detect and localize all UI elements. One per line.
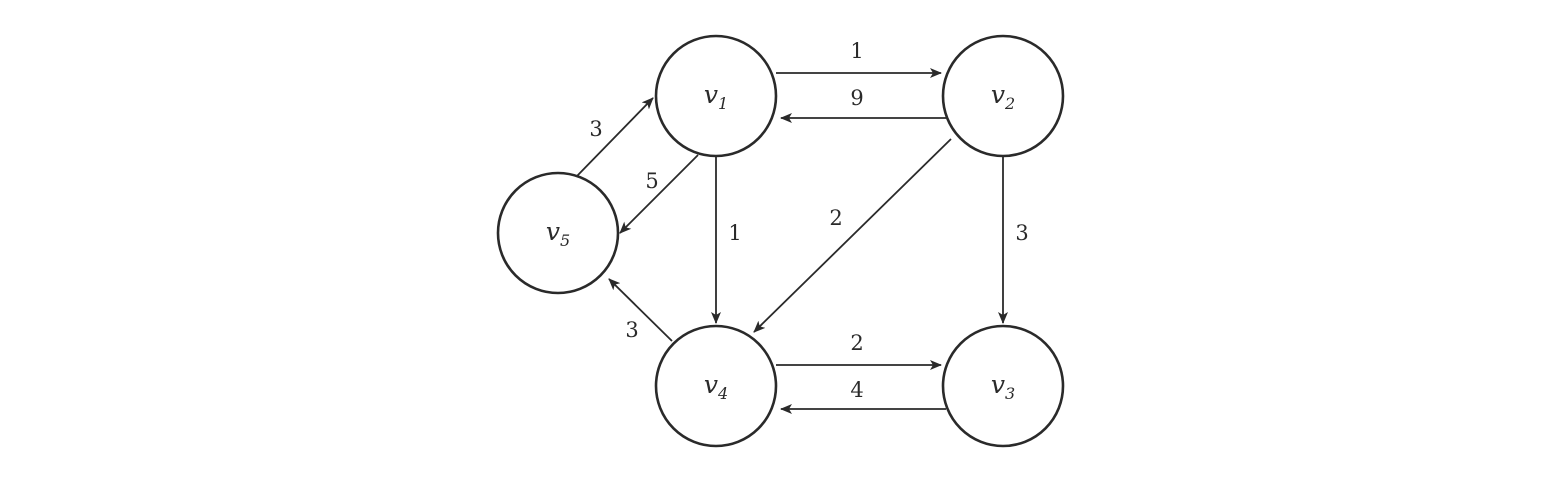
nodes: v1 v2 v3 v4 v5 bbox=[496, 34, 1065, 448]
node-v3: v3 bbox=[941, 324, 1065, 448]
edge-weight-v3-v4: 4 bbox=[850, 378, 863, 402]
node-v5-subscript: 5 bbox=[560, 231, 570, 250]
edge-weight-v2-v4: 2 bbox=[829, 206, 842, 230]
edge-v2-to-v1: 9 bbox=[780, 86, 946, 123]
node-v2-letter: v bbox=[991, 80, 1005, 109]
edge-weight-v1-v5: 5 bbox=[645, 169, 658, 193]
edge-weight-v2-v1: 9 bbox=[850, 86, 863, 110]
edge-v1-to-v5: 5 bbox=[619, 154, 699, 234]
svg-text:v2: v2 bbox=[991, 80, 1015, 113]
svg-text:v4: v4 bbox=[704, 370, 728, 403]
node-v5-letter: v bbox=[546, 217, 560, 246]
node-v1-subscript: 1 bbox=[718, 94, 728, 113]
edge-v5-to-v1: 3 bbox=[576, 97, 654, 177]
edge-weight-v1-v4: 1 bbox=[728, 221, 741, 245]
node-v1: v1 bbox=[654, 34, 778, 158]
edge-weight-v1-v2: 1 bbox=[850, 39, 863, 63]
node-v4-letter: v bbox=[704, 370, 718, 399]
edges: 1 9 3 5 1 2 3 3 bbox=[576, 39, 1029, 414]
node-v1-letter: v bbox=[704, 80, 718, 109]
node-v4: v4 bbox=[654, 324, 778, 448]
svg-text:v5: v5 bbox=[546, 217, 570, 250]
edge-v3-to-v4: 4 bbox=[780, 378, 946, 414]
svg-text:v1: v1 bbox=[704, 80, 728, 113]
edge-v4-to-v3: 2 bbox=[776, 331, 942, 370]
node-v3-subscript: 3 bbox=[1005, 384, 1015, 403]
edge-weight-v4-v3: 2 bbox=[850, 331, 863, 355]
node-v4-subscript: 4 bbox=[717, 384, 728, 403]
edge-weight-v2-v3: 3 bbox=[1015, 221, 1028, 245]
edge-v2-to-v4: 2 bbox=[753, 138, 952, 333]
node-v2-subscript: 2 bbox=[1004, 94, 1015, 113]
edge-v2-to-v3: 3 bbox=[998, 157, 1029, 324]
edge-weight-v4-v5: 3 bbox=[625, 318, 638, 342]
edge-v4-to-v5: 3 bbox=[608, 278, 673, 342]
edge-weight-v5-v1: 3 bbox=[589, 117, 602, 141]
node-v2: v2 bbox=[941, 34, 1065, 158]
svg-text:v3: v3 bbox=[991, 370, 1015, 403]
node-v3-letter: v bbox=[991, 370, 1005, 399]
node-v5: v5 bbox=[496, 171, 620, 295]
edge-v1-to-v4: 1 bbox=[711, 157, 742, 324]
edge-v1-to-v2: 1 bbox=[776, 39, 942, 78]
